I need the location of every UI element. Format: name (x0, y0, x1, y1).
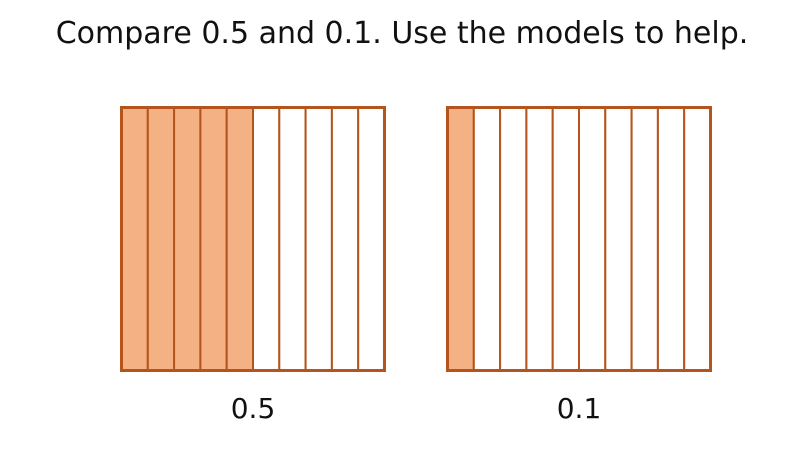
shaded-tenth (199, 106, 228, 372)
decimal-model-0-5 (120, 106, 386, 372)
unshaded-tenth (630, 106, 659, 372)
model-label-0-1: 0.1 (556, 392, 602, 425)
tenths-grid (446, 106, 712, 372)
model-border (446, 106, 712, 372)
unshaded-tenth (278, 106, 307, 372)
unshaded-tenth (357, 106, 386, 372)
unshaded-tenth (330, 106, 360, 372)
unshaded-tenth (604, 106, 633, 372)
model-border (120, 106, 386, 372)
unshaded-tenth (578, 106, 607, 372)
question-prompt: Compare 0.5 and 0.1. Use the models to h… (55, 16, 749, 51)
unshaded-tenth (656, 106, 686, 372)
unshaded-tenth (304, 106, 333, 372)
shaded-tenth (446, 106, 475, 372)
unshaded-tenth (252, 106, 281, 372)
unshaded-tenth (472, 106, 502, 372)
shaded-tenth (225, 106, 254, 372)
unshaded-tenth (683, 106, 712, 372)
decimal-model-0-1 (446, 106, 712, 372)
unshaded-tenth (499, 106, 528, 372)
shaded-tenth (173, 106, 202, 372)
shaded-tenth (146, 106, 176, 372)
unshaded-tenth (551, 106, 580, 372)
model-label-0-5: 0.5 (230, 392, 276, 425)
shaded-tenth (120, 106, 149, 372)
tenths-grid (120, 106, 386, 372)
unshaded-tenth (525, 106, 554, 372)
